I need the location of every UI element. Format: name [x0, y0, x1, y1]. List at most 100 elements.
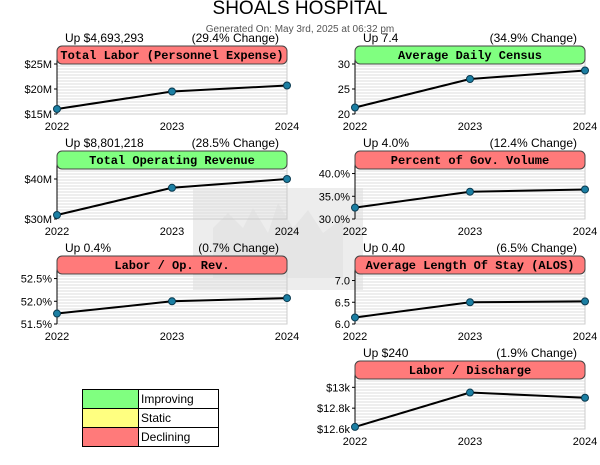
chart-svg: Up 4.0% (12.4% Change) Percent of Gov. Vol…	[319, 136, 597, 238]
page-title: SHOALS HOSPITAL	[212, 0, 388, 19]
y-tick-label: 51.5%	[21, 319, 52, 331]
data-point	[168, 183, 176, 192]
y-tick-label: $40M	[24, 174, 52, 186]
chart-total-operating-revenue: Up $8,801,218 (28.5% Change) Total Operati…	[24, 136, 299, 253]
summary-change-right: (0.7% Change)	[198, 241, 279, 255]
summary-change-left: Up $4,693,293	[65, 31, 144, 45]
legend-swatch-improving	[83, 390, 139, 408]
x-tick-label: 2023	[160, 121, 184, 133]
x-tick-label: 2024	[573, 436, 597, 448]
x-tick-label: 2024	[275, 121, 299, 133]
x-tick-label: 2022	[343, 121, 367, 133]
chart-title-banner	[56, 45, 288, 65]
x-tick-label: 2024	[573, 121, 597, 133]
x-tick-label: 2022	[45, 331, 69, 343]
summary-change-left: Up 0.4%	[65, 241, 111, 255]
chart-title-banner	[354, 255, 586, 275]
summary-change-right: (1.9% Change)	[496, 346, 577, 360]
x-tick-label: 2022	[343, 226, 367, 238]
chart-svg: Up $8,801,218 (28.5% Change) Total Operati…	[24, 136, 299, 238]
chart-title-banner	[354, 360, 586, 380]
x-tick-label: 2022	[343, 436, 367, 448]
summary-change-left: Up $8,801,218	[65, 136, 144, 150]
data-point	[53, 309, 61, 318]
chart-title-banner	[354, 45, 586, 65]
legend-item-improving: Improving	[83, 390, 218, 409]
x-tick-label: 2023	[458, 436, 482, 448]
chart-svg: Up 0.40 (6.5% Change) Average Length Of St…	[335, 241, 598, 343]
status-legend: Improving Static Declining	[82, 389, 219, 447]
legend-label: Declining	[141, 430, 191, 444]
data-point	[466, 187, 474, 196]
summary-change-left: Up 0.40	[363, 241, 405, 255]
chart-svg: Up 7.4 (34.9% Change) Average Daily Census…	[338, 31, 597, 133]
y-tick-label: $30M	[24, 214, 52, 226]
chart-title: Total Operating Revenue	[89, 154, 255, 168]
chart-title-banner	[56, 255, 288, 275]
y-tick-label: $12.6k	[317, 424, 351, 436]
summary-change-left: Up $240	[363, 346, 409, 360]
x-tick-label: 2023	[160, 226, 184, 238]
y-tick-label: 52.5%	[21, 274, 52, 286]
x-tick-label: 2023	[458, 121, 482, 133]
data-point	[168, 87, 176, 96]
x-tick-label: 2023	[458, 226, 482, 238]
chart-svg: Up $240 (1.9% Change) Labor / Discharge $12…	[317, 346, 597, 448]
chart-labor-op-rev: Up 0.4% (0.7% Change) Labor / Op. Rev. 51.5…	[21, 241, 299, 358]
summary-change-right: (12.4% Change)	[490, 136, 577, 150]
chart-average-length-of-stay: Up 0.40 (6.5% Change) Average Length Of St…	[335, 241, 598, 358]
summary-change-right: (28.5% Change)	[192, 136, 279, 150]
data-point	[351, 203, 359, 212]
data-point	[466, 298, 474, 307]
data-point	[283, 175, 291, 183]
summary-change-right: (34.9% Change)	[490, 31, 577, 45]
summary-change-right: (6.5% Change)	[496, 241, 577, 255]
y-tick-label: 40.0%	[319, 169, 350, 181]
y-tick-label: $13k	[326, 382, 350, 394]
x-tick-label: 2022	[343, 331, 367, 343]
chart-title: Labor / Op. Rev.	[114, 259, 229, 273]
y-tick-label: 6.5	[335, 297, 350, 309]
y-tick-label: 30	[338, 59, 350, 71]
data-point	[351, 422, 359, 431]
data-point	[466, 388, 474, 397]
data-point	[466, 75, 474, 83]
chart-average-daily-census: Up 7.4 (34.9% Change) Average Daily Census…	[338, 31, 597, 148]
y-tick-label: 35.0%	[319, 191, 350, 203]
x-tick-label: 2023	[160, 331, 184, 343]
y-tick-label: $20M	[24, 84, 52, 96]
data-point	[53, 211, 61, 219]
summary-change-left: Up 7.4	[363, 31, 399, 45]
y-tick-label: 52.0%	[21, 296, 52, 308]
chart-title-banner	[354, 150, 586, 170]
legend-swatch-static	[83, 409, 139, 427]
legend-label: Improving	[141, 392, 194, 406]
x-tick-label: 2024	[573, 331, 597, 343]
data-point	[53, 105, 61, 113]
data-point	[351, 313, 359, 322]
data-point	[581, 393, 589, 402]
x-tick-label: 2024	[275, 331, 299, 343]
generated-timestamp: Generated On: May 3rd, 2025 at 06:32 pm	[205, 24, 395, 35]
data-point	[351, 103, 359, 112]
y-tick-label: $15M	[24, 109, 52, 121]
y-tick-label: $25M	[24, 59, 52, 71]
summary-change-left: Up 4.0%	[363, 136, 409, 150]
legend-item-declining: Declining	[83, 428, 218, 446]
legend-item-static: Static	[83, 409, 218, 428]
chart-title: Total Labor (Personnel Expense)	[60, 49, 283, 63]
y-tick-label: 20	[338, 109, 350, 121]
chart-percent-gov-volume: Up 4.0% (12.4% Change) Percent of Gov. Vol…	[319, 136, 597, 253]
chart-svg: Up $4,693,293 (29.4% Change) Total Labor (…	[24, 31, 299, 133]
chart-title: Average Daily Census	[398, 49, 542, 63]
chart-title-banner	[56, 150, 288, 170]
y-tick-label: 30.0%	[319, 214, 350, 226]
y-tick-label: 6.0	[335, 319, 350, 331]
y-tick-label: 7.0	[335, 276, 350, 288]
x-tick-label: 2024	[275, 226, 299, 238]
y-tick-label: 25	[338, 84, 350, 96]
data-point	[581, 297, 589, 306]
data-point	[168, 297, 176, 306]
data-point	[283, 294, 291, 303]
summary-change-right: (29.4% Change)	[192, 31, 279, 45]
